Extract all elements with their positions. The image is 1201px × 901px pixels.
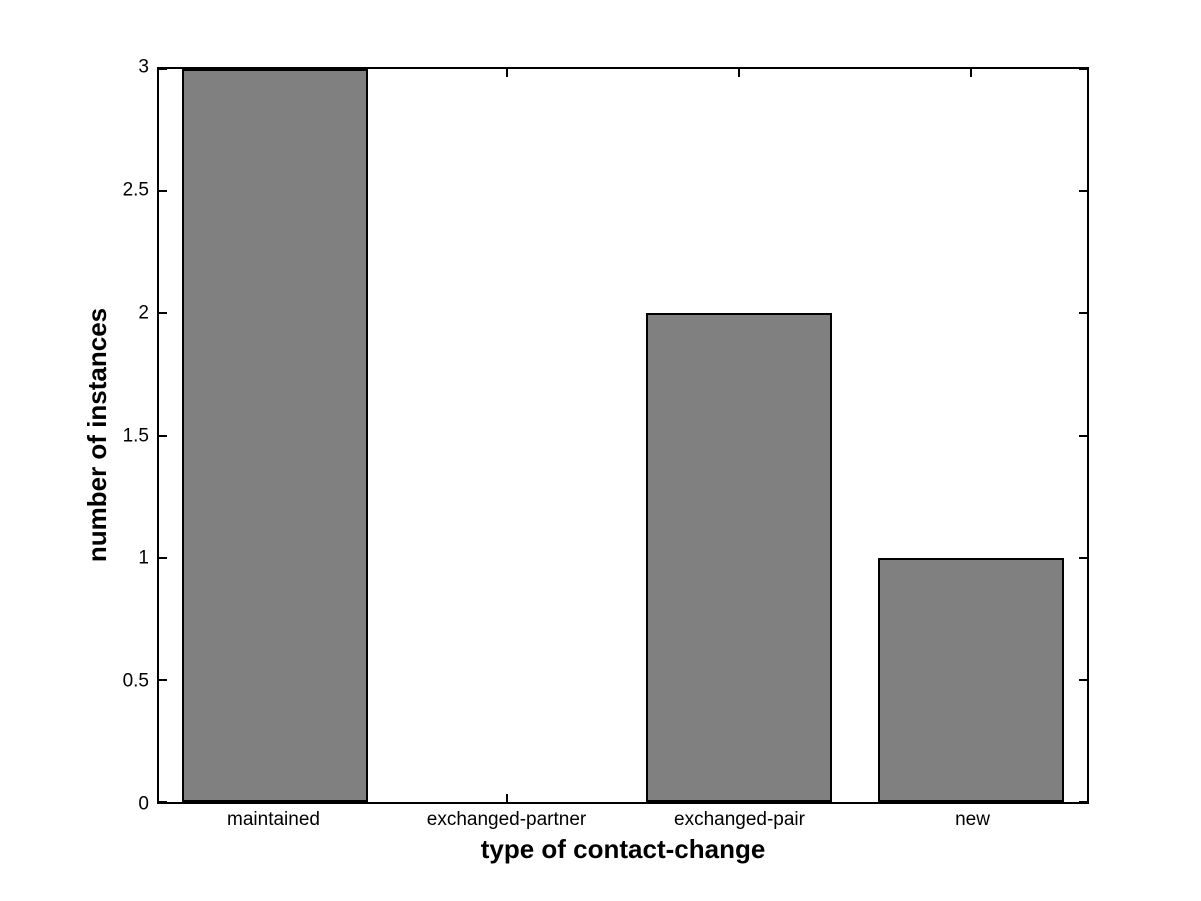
x-tick-mark xyxy=(970,69,972,77)
x-tick-label: exchanged-partner xyxy=(426,809,587,830)
x-tick-label: maintained xyxy=(227,809,320,830)
bar-exchanged-pair xyxy=(646,313,832,802)
bar-maintained xyxy=(182,69,368,802)
x-axis-label: type of contact-change xyxy=(480,834,766,864)
y-tick-mark xyxy=(159,678,167,681)
y-tick-mark xyxy=(159,556,167,559)
y-tick-label: 2 xyxy=(138,302,149,324)
x-tick-labels: maintained exchanged-partner exchanged-pai… xyxy=(157,810,1089,834)
y-tick-mark xyxy=(1079,678,1087,681)
y-tick-label: 0 xyxy=(138,793,149,815)
x-tick-mark xyxy=(738,69,740,77)
y-tick-mark xyxy=(1079,801,1087,803)
y-tick-mark xyxy=(159,190,167,193)
y-tick-label: 1.5 xyxy=(122,425,149,446)
y-tick-mark xyxy=(159,68,167,70)
x-tick-label: new xyxy=(955,809,990,830)
y-tick-label: 3 xyxy=(138,56,149,78)
y-tick-mark xyxy=(159,312,167,315)
x-tick-mark xyxy=(506,69,508,77)
bar-new xyxy=(878,557,1064,802)
plot-area xyxy=(157,67,1089,804)
y-tick-mark xyxy=(1079,312,1087,315)
x-tick-label: exchanged-pair xyxy=(674,809,805,830)
y-tick-label: 1 xyxy=(138,547,149,569)
y-tick-mark xyxy=(159,801,167,803)
y-tick-mark xyxy=(1079,556,1087,559)
y-tick-label: 0.5 xyxy=(122,670,149,692)
y-tick-labels: 0 0.5 1 1.5 2 2.5 3 xyxy=(0,58,149,814)
y-tick-mark xyxy=(1079,68,1087,70)
x-tick-mark xyxy=(506,794,508,802)
y-tick-mark xyxy=(1079,434,1087,437)
y-tick-mark xyxy=(159,434,167,437)
y-tick-mark xyxy=(1079,190,1087,193)
y-tick-label: 2.5 xyxy=(122,179,149,201)
